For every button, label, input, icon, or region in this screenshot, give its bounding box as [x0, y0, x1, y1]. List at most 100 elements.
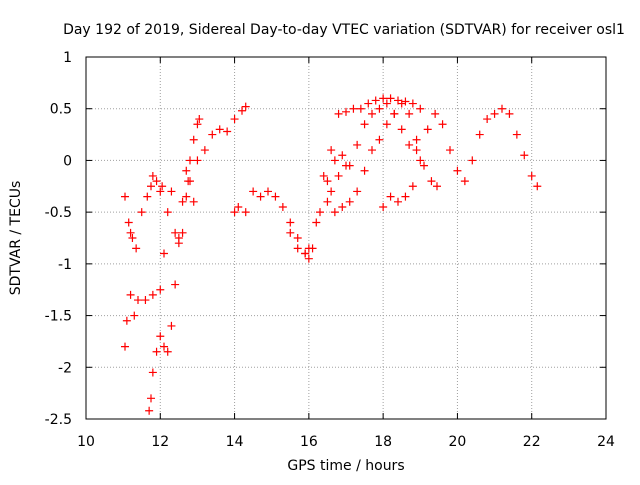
data-point [498, 104, 506, 113]
data-point [527, 171, 536, 180]
data-point [241, 208, 250, 217]
series-arc-h [330, 99, 441, 217]
data-point [241, 102, 250, 111]
data-point [293, 244, 302, 253]
y-tick-label: -2.5 [45, 412, 72, 428]
data-point [330, 208, 339, 217]
series-arc-a [121, 171, 167, 253]
data-point [397, 99, 406, 108]
data-point [293, 234, 302, 242]
x-tick-label: 10 [77, 434, 95, 450]
data-point [345, 197, 354, 206]
data-point [152, 347, 161, 356]
data-point [505, 109, 514, 118]
data-point [121, 192, 129, 201]
data-point [420, 161, 428, 170]
data-point [186, 177, 194, 186]
data-point [152, 177, 161, 186]
data-point [223, 127, 232, 136]
data-point [121, 342, 129, 351]
data-point [126, 228, 135, 237]
data-point [379, 202, 388, 211]
data-point [446, 146, 454, 155]
data-point [148, 290, 157, 299]
data-point [327, 187, 336, 196]
data-point [353, 140, 362, 149]
data-point [122, 316, 131, 325]
y-tick-label: -1.5 [45, 309, 72, 325]
data-point [208, 130, 217, 139]
y-tick-label: -0.5 [45, 205, 72, 221]
data-point [163, 208, 172, 217]
data-point [234, 202, 243, 211]
data-point [174, 239, 183, 248]
data-point [416, 104, 425, 113]
data-point [148, 368, 157, 377]
x-tick-label: 16 [300, 434, 318, 450]
data-point [238, 106, 246, 115]
data-point [167, 321, 176, 330]
data-point [278, 202, 287, 211]
data-point [408, 99, 417, 108]
data-point [401, 192, 410, 201]
data-point [189, 135, 198, 144]
data-point [438, 120, 447, 129]
data-point [286, 228, 295, 237]
data-point [145, 406, 154, 415]
data-point [427, 177, 436, 186]
data-point [364, 99, 373, 108]
y-tick-label: 0 [63, 153, 72, 169]
data-point [368, 109, 376, 118]
data-point [342, 107, 350, 116]
data-point [416, 156, 425, 165]
data-point [249, 187, 258, 196]
data-point [182, 192, 191, 201]
data-point [141, 296, 150, 305]
data-point [453, 166, 462, 175]
data-point [386, 94, 395, 103]
data-point [360, 166, 369, 175]
data-point [382, 120, 391, 129]
data-point [312, 218, 321, 227]
series-arc-i [379, 104, 542, 211]
data-point [533, 182, 542, 191]
chart-title: Day 192 of 2019, Sidereal Day-to-day VTE… [63, 22, 625, 38]
data-point [200, 146, 209, 155]
data-point [156, 187, 165, 196]
x-tick-label: 24 [597, 434, 615, 450]
data-point [512, 130, 521, 139]
data-point [390, 109, 399, 118]
data-point [171, 228, 180, 237]
data-point [431, 109, 440, 118]
data-point [423, 125, 432, 134]
data-point [338, 202, 347, 211]
x-tick-label: 14 [226, 434, 244, 450]
data-point [368, 146, 376, 155]
data-point [195, 115, 204, 124]
data-point [189, 197, 198, 206]
x-tick-label: 22 [523, 434, 541, 450]
data-point [160, 249, 168, 258]
data-point [468, 156, 477, 165]
data-point [353, 187, 362, 196]
x-tick-label: 20 [449, 434, 467, 450]
data-point [178, 228, 187, 237]
axis-ticks: 10 12 14 16 18 20 22 24 -2.5 -2 -1.5 -1 -0.5 0 0.5 1 [45, 50, 615, 450]
data-point [182, 166, 191, 175]
data-point [408, 182, 417, 191]
data-points [121, 94, 542, 415]
data-point [379, 94, 388, 103]
data-point [156, 332, 165, 341]
data-point [304, 254, 313, 263]
x-tick-label: 18 [374, 434, 392, 450]
data-point [483, 115, 492, 124]
data-point [323, 177, 332, 186]
data-point [356, 104, 365, 113]
x-tick-label: 12 [151, 434, 169, 450]
data-point [334, 171, 343, 180]
data-point [338, 151, 347, 160]
data-point [401, 97, 410, 106]
data-point [215, 125, 224, 134]
data-point [316, 208, 324, 217]
